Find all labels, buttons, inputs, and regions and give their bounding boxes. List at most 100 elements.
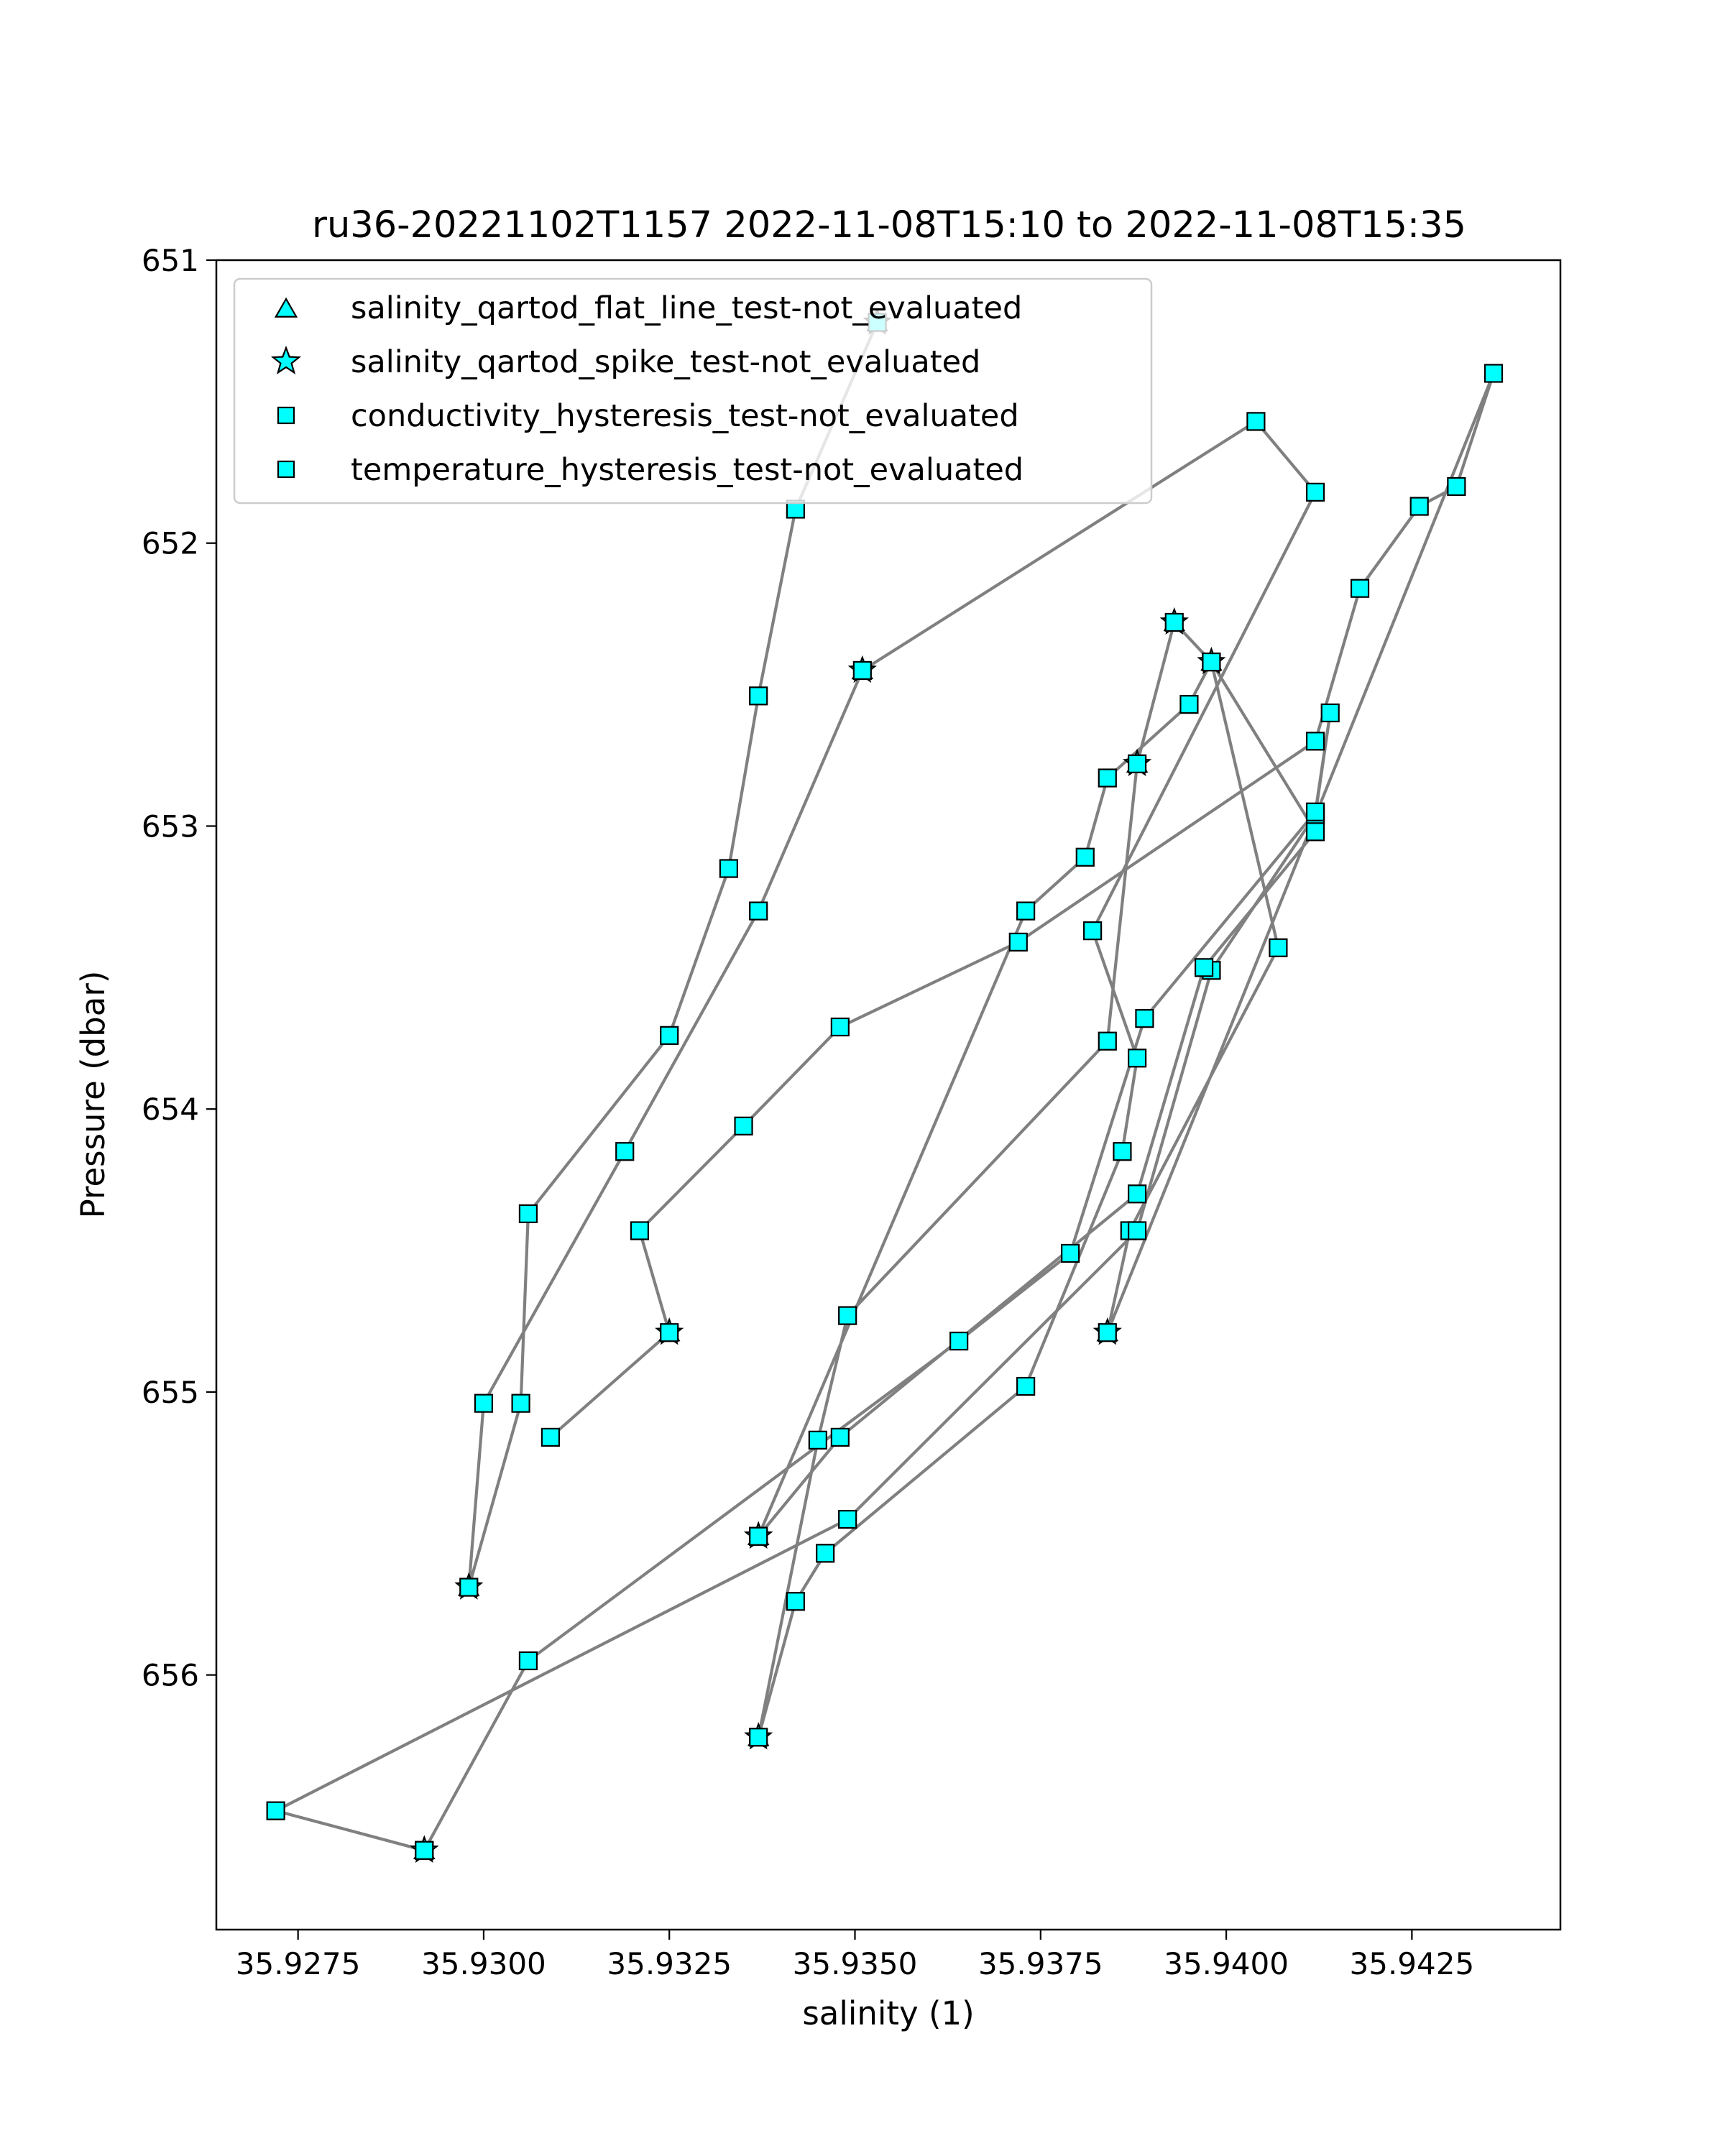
hysteresis-square-marker xyxy=(1202,652,1221,672)
legend-entry: salinity_qartod_spike_test-not_evaluated xyxy=(270,344,980,380)
hysteresis-square-marker xyxy=(1305,802,1325,821)
data-point xyxy=(615,1142,635,1161)
hysteresis-square-marker xyxy=(1179,695,1199,714)
data-point xyxy=(1128,1184,1147,1204)
hysteresis-square-marker xyxy=(474,1393,494,1413)
triangle-marker-icon xyxy=(274,297,298,318)
hysteresis-square-marker xyxy=(1016,901,1036,921)
data-point xyxy=(1113,1142,1132,1161)
legend-label: conductivity_hysteresis_test-not_evaluat… xyxy=(351,398,1019,434)
data-point xyxy=(1447,476,1466,497)
hysteresis-square-marker xyxy=(1447,476,1466,497)
data-point xyxy=(1092,1317,1122,1345)
data-point xyxy=(838,1509,857,1529)
hysteresis-square-marker xyxy=(830,1427,850,1447)
y-tick-label: 655 xyxy=(142,1375,199,1410)
hysteresis-square-marker xyxy=(1484,364,1504,383)
hysteresis-square-marker xyxy=(540,1427,561,1447)
hysteresis-square-marker xyxy=(415,1841,434,1860)
data-point xyxy=(838,1306,857,1325)
data-point xyxy=(1135,1009,1154,1028)
hysteresis-square-marker xyxy=(615,1142,635,1161)
legend: salinity_qartod_flat_line_test-not_evalu… xyxy=(233,277,1153,505)
data-point xyxy=(1128,1049,1147,1068)
data-point xyxy=(266,1801,285,1820)
hysteresis-square-marker xyxy=(1098,768,1117,788)
data-point xyxy=(749,686,768,706)
hysteresis-square-marker xyxy=(1075,847,1095,867)
data-point xyxy=(518,1651,538,1671)
data-point xyxy=(1197,646,1226,675)
hysteresis-square-marker xyxy=(1113,1142,1132,1161)
hysteresis-square-marker xyxy=(838,1509,857,1529)
x-tick-label: 35.9275 xyxy=(236,1946,361,1981)
x-tick-label: 35.9300 xyxy=(421,1946,546,1981)
data-point xyxy=(1179,695,1199,714)
data-point xyxy=(744,1722,773,1750)
data-point xyxy=(719,859,738,878)
x-tick-label: 35.9375 xyxy=(978,1946,1103,1981)
chart-title: ru36-20221102T1157 2022-11-08T15:10 to 2… xyxy=(312,204,1466,247)
y-axis-label: Pressure (dbar) xyxy=(74,971,112,1219)
data-point xyxy=(816,1544,835,1563)
data-point xyxy=(749,901,768,921)
y-tick-label: 654 xyxy=(142,1092,199,1127)
data-point xyxy=(655,1317,684,1345)
y-tick-label: 656 xyxy=(142,1658,199,1693)
y-tick-label: 651 xyxy=(142,243,199,278)
data-point xyxy=(1098,768,1117,788)
x-tick-label: 35.9425 xyxy=(1350,1946,1475,1981)
data-point xyxy=(1246,412,1266,431)
data-point xyxy=(808,1430,827,1450)
hysteresis-square-marker xyxy=(786,1592,805,1611)
legend-label: temperature_hysteresis_test-not_evaluate… xyxy=(351,452,1024,488)
hysteresis-square-marker xyxy=(830,1017,850,1037)
hysteresis-square-marker xyxy=(518,1204,538,1223)
legend-label: salinity_qartod_flat_line_test-not_evalu… xyxy=(351,290,1022,326)
data-point xyxy=(1305,802,1325,821)
data-point xyxy=(1061,1243,1080,1263)
hysteresis-square-marker xyxy=(518,1651,538,1671)
hysteresis-square-marker xyxy=(1098,1031,1117,1051)
hysteresis-square-marker xyxy=(1320,703,1340,723)
x-tick-label: 35.9350 xyxy=(793,1946,918,1981)
plot-frame xyxy=(215,259,1562,1931)
data-point xyxy=(1194,958,1214,977)
x-tick-label: 35.9400 xyxy=(1164,1946,1289,1981)
data-point xyxy=(511,1393,530,1413)
data-point xyxy=(454,1572,484,1600)
data-point xyxy=(830,1017,850,1037)
hysteresis-square-marker xyxy=(1305,732,1325,751)
data-point xyxy=(518,1204,538,1223)
star-marker-icon xyxy=(270,345,302,374)
data-point xyxy=(474,1393,494,1413)
x-axis: 35.9275 35.9300 35.9325 35.9350 35.9375 35.94… xyxy=(236,1930,1474,1981)
x-axis-label: salinity (1) xyxy=(802,1994,974,2032)
hysteresis-square-marker xyxy=(511,1393,530,1413)
data-point xyxy=(734,1116,753,1135)
hysteresis-square-marker xyxy=(1305,482,1325,502)
hysteresis-square-marker xyxy=(1350,579,1370,598)
data-point xyxy=(786,1592,805,1611)
legend-entry: temperature_hysteresis_test-not_evaluate… xyxy=(277,452,1024,488)
hysteresis-square-marker xyxy=(1128,1049,1147,1068)
data-point xyxy=(1305,822,1325,842)
hysteresis-square-marker xyxy=(816,1544,835,1563)
legend-label: salinity_qartod_spike_test-not_evaluated xyxy=(351,344,980,380)
hysteresis-square-marker xyxy=(1098,1323,1117,1342)
hysteresis-square-marker xyxy=(1128,1184,1147,1204)
hysteresis-square-marker xyxy=(749,1728,768,1747)
hysteresis-square-marker xyxy=(1016,1376,1036,1396)
hysteresis-square-marker xyxy=(749,686,768,706)
hysteresis-square-marker xyxy=(734,1116,753,1135)
hysteresis-square-marker xyxy=(1128,1221,1147,1240)
data-point xyxy=(847,655,878,683)
hysteresis-square-marker xyxy=(1083,921,1103,941)
hysteresis-square-marker xyxy=(1409,497,1429,516)
legend-box xyxy=(233,277,1153,505)
data-point xyxy=(744,1521,773,1549)
data-point xyxy=(630,1221,649,1240)
data-point xyxy=(1098,1031,1117,1051)
legend-entry: conductivity_hysteresis_test-not_evaluat… xyxy=(277,398,1019,434)
